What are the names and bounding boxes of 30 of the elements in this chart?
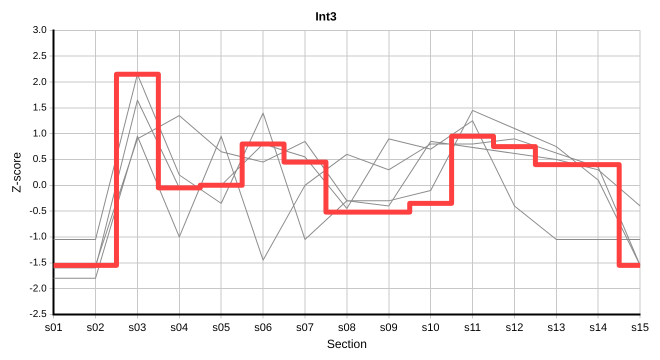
x-tick-label: s06	[254, 322, 272, 334]
x-tick-label: s14	[589, 322, 608, 334]
y-axis-title: Z-score	[10, 152, 24, 193]
x-tick-label: s10	[422, 322, 440, 334]
y-tick-label: 2.0	[32, 76, 48, 88]
y-tick-label: 1.0	[32, 128, 48, 140]
y-tick-label: 1.5	[32, 102, 48, 114]
y-tick-label: -2.5	[29, 309, 48, 320]
y-tick-label: -2.0	[29, 283, 48, 294]
x-tick-label: s15	[631, 322, 650, 334]
x-tick-label: s07	[296, 322, 314, 334]
chart-title: Int3	[315, 10, 337, 24]
x-tick-label: s11	[464, 322, 482, 334]
x-tick-label: s09	[380, 322, 398, 334]
y-tick-label: 2.5	[32, 50, 48, 62]
y-tick-label: -1.5	[29, 258, 48, 269]
y-tick-label: 0.0	[32, 180, 48, 192]
x-tick-label: s05	[212, 322, 230, 334]
y-tick-label: 0.5	[32, 154, 48, 166]
x-tick-label: s13	[547, 322, 566, 334]
x-tick-label: s03	[128, 322, 146, 334]
y-tick-label: 3.0	[32, 25, 48, 36]
x-tick-label: s08	[338, 322, 356, 334]
y-tick-label: -0.5	[29, 206, 48, 217]
x-tick-label: s12	[506, 322, 524, 334]
x-tick-label: s01	[44, 322, 63, 334]
x-tick-label: s04	[170, 322, 188, 334]
y-tick-label: -1.0	[29, 232, 48, 243]
x-axis-title: Section	[326, 337, 367, 352]
x-tick-label: s02	[86, 322, 104, 334]
